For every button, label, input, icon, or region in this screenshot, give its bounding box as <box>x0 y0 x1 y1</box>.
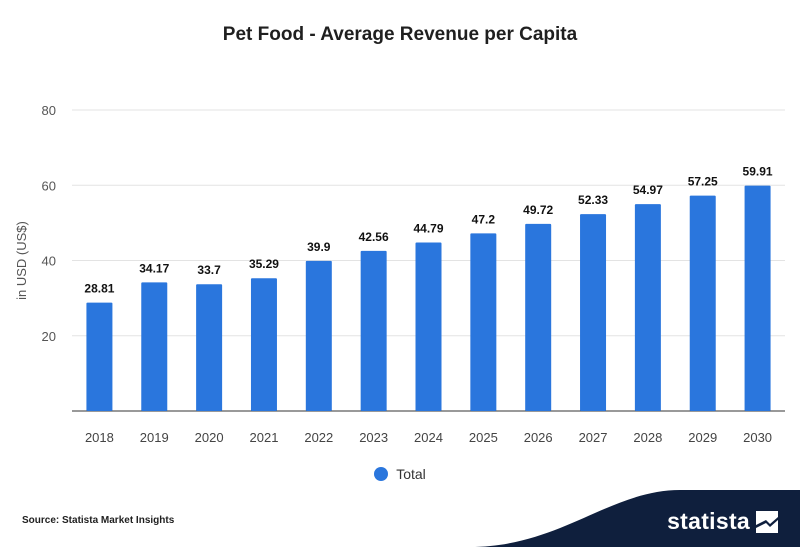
x-tick-label: 2019 <box>140 430 169 445</box>
bar <box>86 302 113 411</box>
bar <box>525 223 552 411</box>
y-tick-label: 40 <box>42 254 56 269</box>
data-label: 59.91 <box>743 165 773 179</box>
bar <box>689 195 716 411</box>
x-tick-label: 2022 <box>304 430 333 445</box>
data-label: 47.2 <box>472 212 496 226</box>
data-label: 28.81 <box>84 282 114 296</box>
data-label: 54.97 <box>633 183 663 197</box>
y-tick-label: 80 <box>42 103 56 118</box>
data-label: 34.17 <box>139 261 169 275</box>
x-tick-label: 2024 <box>414 430 443 445</box>
bar <box>141 282 168 411</box>
data-label: 49.72 <box>523 203 553 217</box>
data-label: 33.7 <box>197 263 221 277</box>
data-label: 52.33 <box>578 193 608 207</box>
x-tick-label: 2018 <box>85 430 114 445</box>
data-label: 42.56 <box>359 230 389 244</box>
y-axis-title: in USD (US$) <box>14 221 29 300</box>
y-tick-label: 20 <box>42 329 56 344</box>
bar <box>634 204 661 411</box>
x-tick-label: 2026 <box>524 430 553 445</box>
bar <box>360 250 387 411</box>
legend-marker <box>374 467 389 481</box>
x-tick-label: 2020 <box>195 430 224 445</box>
brand-name: statista <box>667 508 750 534</box>
x-tick-label: 2023 <box>359 430 388 445</box>
data-label: 35.29 <box>249 257 279 271</box>
bar <box>580 214 607 411</box>
bar <box>470 233 497 411</box>
source-note: Source: Statista Market Insights <box>22 515 175 526</box>
statista-logo-icon <box>756 510 778 533</box>
chart-title: Pet Food - Average Revenue per Capita <box>222 24 578 45</box>
bar <box>415 242 442 411</box>
chart-legend[interactable]: Total <box>0 466 800 482</box>
x-tick-label: 2030 <box>743 430 772 445</box>
data-label: 44.79 <box>413 221 443 235</box>
x-tick-label: 2027 <box>579 430 608 445</box>
bar <box>250 278 277 411</box>
bar <box>305 260 332 411</box>
data-label: 57.25 <box>688 175 718 189</box>
data-label: 39.9 <box>307 240 331 254</box>
bar <box>744 185 771 411</box>
statista-logo[interactable]: statista <box>667 508 778 535</box>
x-tick-label: 2029 <box>688 430 717 445</box>
bar <box>196 284 223 411</box>
x-tick-label: 2028 <box>633 430 662 445</box>
x-tick-label: 2021 <box>250 430 279 445</box>
x-tick-label: 2025 <box>469 430 498 445</box>
legend-label: Total <box>396 466 426 482</box>
y-tick-label: 60 <box>42 178 56 193</box>
